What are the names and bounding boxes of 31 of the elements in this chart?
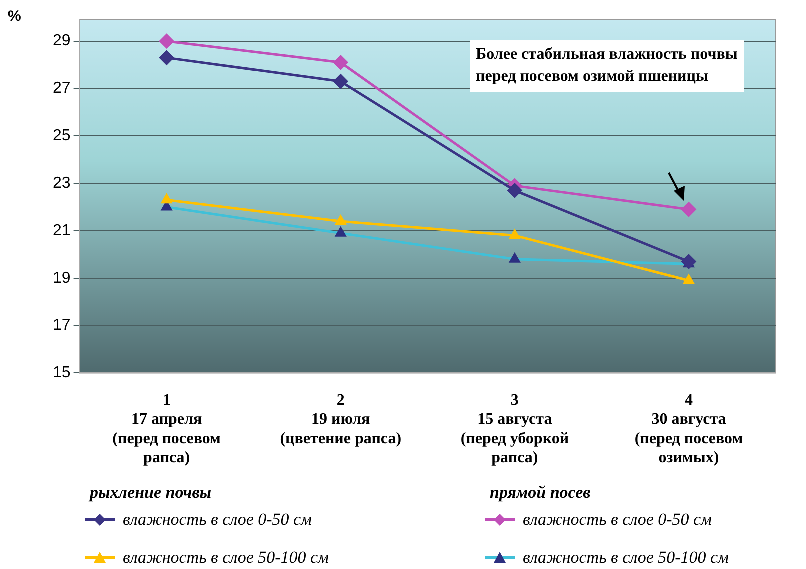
point <box>159 34 174 49</box>
y-tick-label: 15 <box>53 364 71 382</box>
y-tick-label: 23 <box>53 174 71 192</box>
point <box>681 202 696 218</box>
y-tick-label: 17 <box>53 317 71 334</box>
text: рыхление почвы <box>90 483 212 503</box>
point <box>507 183 522 198</box>
y-axis-title: % <box>8 8 22 25</box>
y-tick-label: 29 <box>53 32 71 50</box>
x-tick-label: 1 17 апреля (перед посевом рапса) <box>112 392 222 467</box>
y-tick-label: 27 <box>53 80 71 98</box>
legend-label: влажность в слое 0-50 см <box>523 510 712 530</box>
y-tick-label: 19 <box>53 270 71 287</box>
y-tick-label: 25 <box>53 128 71 145</box>
point <box>333 74 348 90</box>
x-tick-label: 3 15 августа (перед уборкой рапса) <box>460 392 570 467</box>
legend-label: влажность в слое 50-100 см <box>523 548 729 568</box>
point <box>161 194 173 204</box>
point <box>683 274 695 284</box>
point <box>333 55 348 70</box>
x-tick-label: 2 19 июля (цветение рапса) <box>280 392 402 448</box>
point <box>159 50 174 66</box>
y-tick-label: 21 <box>53 222 71 240</box>
annotation: Более стабильная влажность почвы перед посевом озимой пшеницы <box>470 40 744 92</box>
x-tick-label: 4 30 августа (перед посевом озимых) <box>634 392 744 467</box>
point <box>509 229 521 240</box>
legend-label: влажность в слое 0-50 см <box>123 510 312 530</box>
point <box>681 254 696 270</box>
text: прямой посев <box>490 483 591 503</box>
point <box>335 214 347 225</box>
legend-label: влажность в слое 50-100 см <box>123 548 329 568</box>
